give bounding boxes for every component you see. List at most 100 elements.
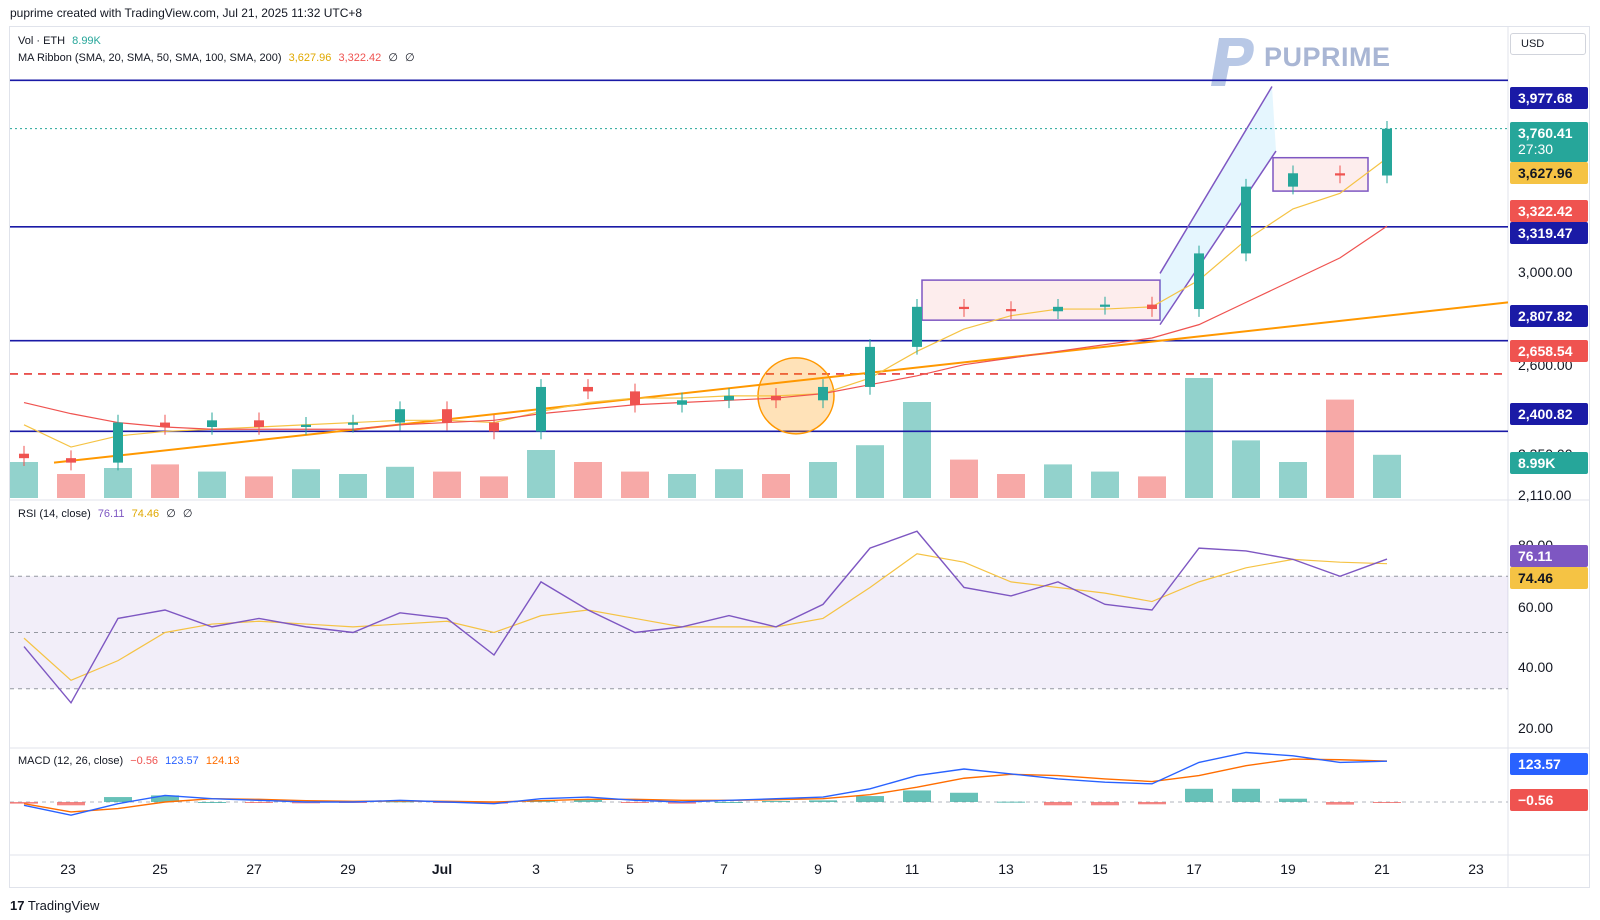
x-tick-label: 11: [904, 861, 920, 877]
chart-attribution: puprime created with TradingView.com, Ju…: [10, 6, 363, 20]
ascending-channel-fill: [1160, 86, 1276, 325]
macd-hist-badge: −0.56: [1510, 789, 1588, 811]
candle-body: [818, 386, 828, 401]
vol-legend[interactable]: Vol · ETH 8.99K: [18, 35, 105, 47]
volume-bar: [1326, 399, 1354, 498]
volume-bar: [339, 474, 367, 498]
rsi-legend-value-1: 76.11: [97, 508, 125, 520]
candle-body: [1194, 253, 1204, 310]
volume-bar: [715, 469, 743, 498]
level-badge-3319: 3,319.47: [1510, 222, 1588, 244]
macd-histogram-bar: [903, 790, 931, 802]
candle-body: [1147, 304, 1157, 310]
ma-ribbon-legend[interactable]: MA Ribbon (SMA, 20, SMA, 50, SMA, 100, S…: [18, 51, 419, 64]
volume-bar: [104, 468, 132, 498]
macd-histogram-bar: [1232, 788, 1260, 802]
volume-bar: [1373, 454, 1401, 498]
x-tick-label: 25: [152, 861, 168, 877]
macd-histogram-bar: [1279, 798, 1307, 802]
current-price-badge: 3,760.41 27:30: [1510, 122, 1588, 162]
macd-histogram-bar: [386, 801, 414, 803]
level-badge-2658: 2,658.54: [1510, 340, 1588, 362]
rsi-line: [23, 530, 1388, 705]
macd-legend-label: MACD (12, 26, close): [18, 755, 124, 767]
macd-value-badge: 123.57: [1510, 753, 1588, 775]
candle-body: [395, 409, 405, 423]
candle-body: [1241, 186, 1251, 254]
x-tick-label: 17: [1186, 861, 1202, 877]
rsi-legend-value-3: ∅: [166, 508, 176, 520]
volume-bar: [762, 474, 790, 498]
channel-lower-line: [1159, 150, 1277, 326]
macd-histogram-bar: [480, 802, 508, 804]
macd-histogram-bar: [668, 802, 696, 804]
volume-bar: [57, 474, 85, 498]
consolidation-box: [921, 279, 1161, 321]
macd-legend-value-1: −0.56: [130, 755, 159, 767]
volume-bar: [245, 476, 273, 498]
volume-bar: [433, 471, 461, 498]
rsi-legend[interactable]: RSI (14, close) 76.11 74.46 ∅ ∅: [18, 507, 196, 520]
candle-body: [865, 346, 875, 387]
tradingview-label: TradingView: [27, 898, 100, 913]
volume-bar: [621, 471, 649, 498]
ma-legend-value-1: 3,627.96: [288, 52, 332, 64]
ma50-badge: 3,322.42: [1510, 200, 1588, 222]
currency-button[interactable]: USD: [1510, 33, 1586, 55]
candle-body: [536, 386, 546, 432]
volume-bar: [997, 474, 1025, 498]
candle-body: [1335, 173, 1345, 176]
macd-histogram-bar: [10, 802, 38, 804]
ma50-line: [23, 225, 1388, 430]
consolidation-box: [1272, 156, 1369, 192]
macd-histogram-bar: [621, 802, 649, 803]
candle-body: [959, 306, 969, 310]
x-tick-label: 13: [998, 861, 1014, 877]
rsi-legend-value-4: ∅: [182, 508, 193, 520]
x-tick-label: 15: [1092, 861, 1108, 877]
puprime-logo-icon: [1211, 38, 1254, 86]
volume-bar: [10, 462, 38, 498]
macd-legend[interactable]: MACD (12, 26, close) −0.56 123.57 124.13: [18, 755, 244, 767]
macd-histogram-bar: [762, 801, 790, 803]
rsi-tick-label: 20.00: [1518, 720, 1554, 736]
macd-histogram-bar: [1138, 802, 1166, 805]
volume-bar: [1044, 464, 1072, 498]
rsi-value-badge: 76.11: [1510, 545, 1588, 567]
macd-histogram-bar: [715, 802, 743, 803]
level-badge-2807: 2,807.82: [1510, 305, 1588, 327]
candle-body: [912, 306, 922, 347]
volume-badge: 8.99K: [1510, 452, 1588, 474]
macd-histogram-bar: [574, 799, 602, 802]
volume-bar: [480, 476, 508, 498]
macd-histogram-bar: [57, 802, 85, 806]
candle-body: [1288, 173, 1298, 187]
candle-body: [348, 422, 358, 425]
candle-body: [66, 458, 76, 463]
volume-bar: [151, 464, 179, 498]
x-tick-label: 23: [1468, 861, 1484, 877]
macd-histogram-bar: [950, 792, 978, 802]
candle-body: [1053, 306, 1063, 312]
x-tick-label: 21: [1374, 861, 1390, 877]
rsi-legend-label: RSI (14, close): [18, 508, 91, 520]
rsi-legend-value-2: 74.46: [131, 508, 160, 520]
macd-histogram-bar: [856, 796, 884, 802]
volume-bar: [668, 474, 696, 498]
vol-legend-label: Vol · ETH: [18, 35, 66, 47]
rsi-tick-label: 60.00: [1518, 599, 1554, 615]
macd-histogram-bar: [151, 795, 179, 802]
tradingview-footer[interactable]: 17 TradingView: [10, 898, 99, 913]
candle-body: [160, 422, 170, 428]
chart-frame: [9, 26, 1590, 888]
candle-body: [254, 420, 264, 428]
macd-histogram-bar: [1091, 802, 1119, 806]
macd-histogram-bar: [1373, 802, 1401, 803]
volume-bar: [1185, 378, 1213, 498]
x-tick-label: 29: [340, 861, 356, 877]
x-tick-label: 9: [814, 861, 822, 877]
candle-body: [1006, 309, 1016, 312]
macd-line: [23, 751, 1388, 816]
ma20-line: [23, 157, 1388, 448]
